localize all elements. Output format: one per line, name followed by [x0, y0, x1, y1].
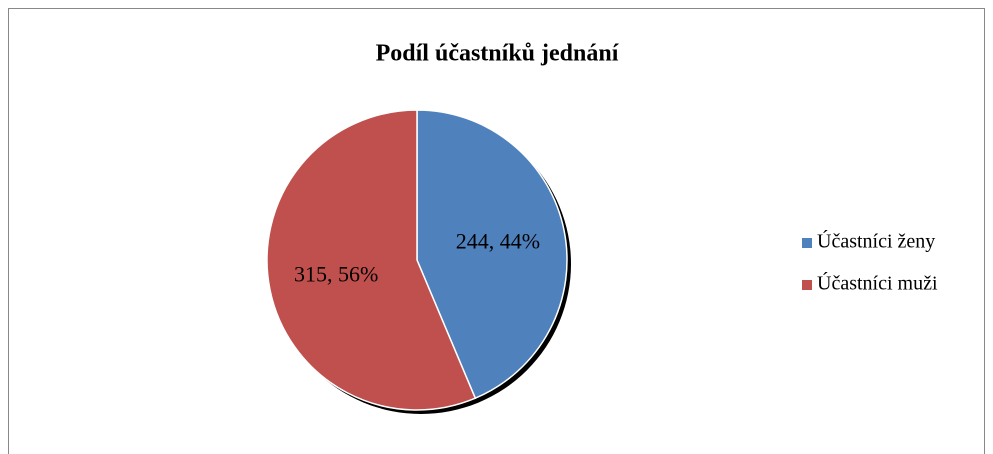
chart-title: Podíl účastníků jednání [376, 41, 619, 67]
pie-slice [416, 109, 568, 400]
data-label: 315, 56% [294, 261, 378, 286]
legend-label: Účastníci ženy [817, 229, 935, 253]
data-label: 244, 44% [456, 229, 540, 254]
pie-slice [266, 109, 477, 411]
legend-swatch [802, 280, 812, 290]
legend-label: Účastníci muži [817, 271, 938, 295]
legend-swatch [802, 238, 812, 248]
